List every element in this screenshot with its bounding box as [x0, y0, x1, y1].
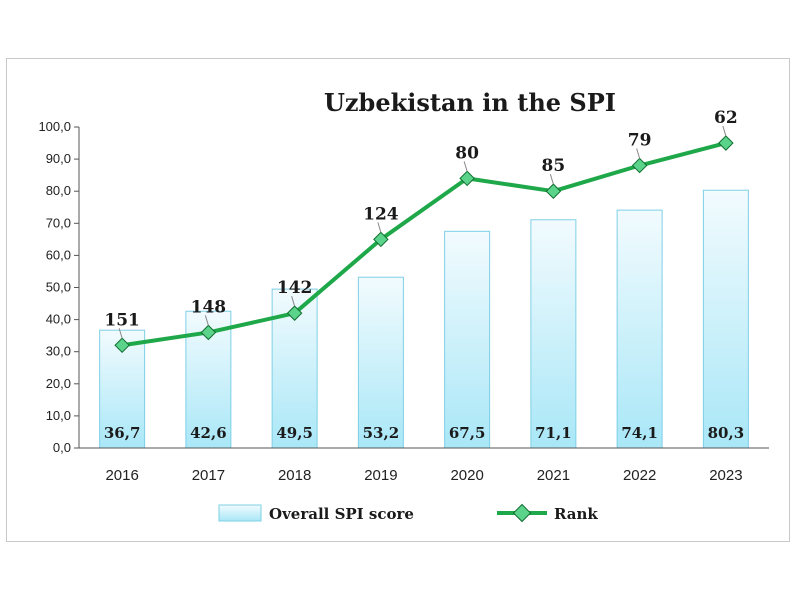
y-tick-label: 100,0 [38, 119, 71, 134]
bar-2019 [357, 276, 404, 449]
x-tick-label-2021: 2021 [537, 467, 570, 484]
bars: 36,7 42,6 49,5 53,2 67,5 71,1 74,1 80,3 [99, 189, 749, 449]
rank-marker-2019 [373, 231, 389, 248]
rank-label-2016: 151 [104, 310, 140, 330]
x-tick-label-2019: 2019 [364, 467, 397, 484]
y-tick-label: 80,0 [46, 183, 71, 198]
x-axis: 2016 2017 2018 2019 2020 2021 2022 2023 [79, 447, 769, 484]
rank-marker-2021 [545, 183, 562, 199]
rank-leader-2017 [204, 315, 209, 326]
rank-polyline [121, 141, 727, 348]
bar-label-2017: 42,6 [190, 424, 227, 442]
y-tick-label: 50,0 [46, 280, 71, 295]
bar-label-2020: 67,5 [449, 424, 486, 442]
rank-marker-2023 [718, 135, 734, 151]
bar-label-2016: 36,7 [104, 424, 141, 442]
rank-label-2019: 124 [363, 204, 399, 224]
legend-swatch-score [218, 504, 262, 522]
bar-label-2019: 53,2 [363, 424, 400, 442]
y-tick-label: 90,0 [46, 151, 71, 166]
bar-2020 [444, 230, 491, 449]
x-tick-label-2017: 2017 [192, 467, 225, 484]
bar-2023 [702, 189, 749, 449]
legend: Overall SPI score Rank [218, 503, 598, 523]
bar-label-2018: 49,5 [276, 424, 313, 442]
bar-label-2023: 80,3 [708, 424, 745, 442]
legend-swatch-rank-marker [512, 503, 532, 523]
rank-leader-2018 [291, 296, 296, 307]
rank-marker-2018 [286, 305, 303, 321]
bar-2022 [616, 209, 663, 449]
rank-marker-2016 [114, 337, 130, 354]
y-tick-label: 30,0 [46, 344, 71, 359]
rank-marker-2020 [459, 170, 475, 187]
legend-label-score: Overall SPI score [269, 505, 414, 523]
x-tick-label-2023: 2023 [709, 467, 742, 484]
x-tick-label-2018: 2018 [278, 467, 311, 484]
x-tick-label-2016: 2016 [105, 467, 138, 484]
chart-svg: Uzbekistan in the SPI 0,0 10,0 20,0 30,0 40,… [38, 88, 769, 523]
bar-2021 [530, 219, 577, 449]
rank-leader-2022 [636, 148, 641, 159]
rank-leader-2019 [377, 222, 382, 233]
rank-label-2017: 148 [191, 297, 227, 317]
y-tick-label: 70,0 [46, 215, 71, 230]
x-tick-label-2022: 2022 [623, 467, 656, 484]
y-tick-label: 0,0 [53, 440, 71, 455]
x-tick-label-2020: 2020 [450, 467, 483, 484]
rank-label-2022: 79 [628, 131, 652, 151]
rank-leader-2023 [722, 125, 727, 137]
rank-label-2021: 85 [542, 156, 566, 176]
y-tick-label: 20,0 [46, 376, 71, 391]
bar-label-2021: 71,1 [535, 424, 572, 442]
rank-label-2018: 142 [277, 278, 313, 298]
rank-marker-2022 [631, 157, 648, 174]
chart-title: Uzbekistan in the SPI [324, 88, 616, 117]
rank-leader-2021 [549, 174, 554, 185]
rank-leader-2020 [463, 161, 468, 172]
rank-label-2020: 80 [455, 143, 479, 163]
rank-marker-2017 [200, 324, 217, 341]
legend-label-rank: Rank [554, 505, 598, 523]
rank-leader-2016 [118, 328, 123, 339]
chart-frame: Uzbekistan in the SPI 0,0 10,0 20,0 30,0 40,… [6, 58, 790, 542]
bar-label-2022: 74,1 [621, 424, 658, 442]
rank-label-2023: 62 [714, 108, 738, 128]
y-tick-label: 60,0 [46, 247, 71, 262]
y-tick-label: 10,0 [46, 408, 71, 423]
y-tick-label: 40,0 [46, 312, 71, 327]
y-axis: 0,0 10,0 20,0 30,0 40,0 50,0 60,0 70,0 80,0 90,0 1… [38, 119, 80, 455]
rank-line: 151 148 142 124 80 85 79 62 [104, 108, 738, 354]
